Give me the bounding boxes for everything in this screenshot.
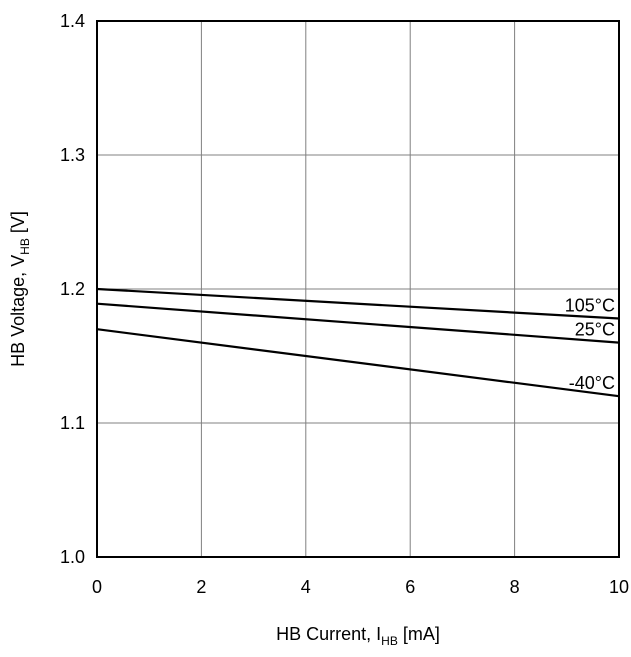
plot-frame	[96, 20, 620, 558]
y-axis-label: HB Voltage, VHB [V]	[8, 211, 32, 367]
y-tick-label: 1.1	[60, 413, 85, 433]
series-label: -40°C	[569, 373, 615, 393]
series-line	[96, 302, 620, 344]
y-tick-label: 1.4	[60, 11, 85, 31]
x-tick-label: 0	[92, 577, 102, 597]
grid	[97, 21, 619, 557]
y-axis-label-subscript: HB	[18, 238, 32, 255]
y-axis-label-suffix: [V]	[8, 211, 28, 238]
y-axis-label-prefix: HB Voltage, V	[8, 255, 28, 367]
x-axis-label: HB Current, IHB [mA]	[276, 624, 440, 648]
x-axis-label-suffix: [mA]	[398, 624, 440, 644]
x-axis-label-subscript: HB	[381, 634, 398, 648]
x-tick-label: 10	[609, 577, 629, 597]
tick-labels: 0 2 4 6 8 10 1.0 1.1 1.2 1.3 1.4	[60, 11, 629, 597]
x-tick-label: 4	[301, 577, 311, 597]
x-tick-label: 6	[405, 577, 415, 597]
x-tick-label: 2	[196, 577, 206, 597]
x-axis-label-prefix: HB Current, I	[276, 624, 381, 644]
series-line	[96, 328, 620, 398]
series-label: 105°C	[565, 295, 615, 315]
x-tick-label: 8	[510, 577, 520, 597]
series-line	[96, 287, 620, 320]
y-tick-label: 1.0	[60, 547, 85, 567]
series-label: 25°C	[575, 320, 615, 340]
y-tick-label: 1.2	[60, 279, 85, 299]
y-tick-label: 1.3	[60, 145, 85, 165]
series-lines	[96, 287, 620, 398]
series-labels: 105°C 25°C -40°C	[565, 295, 615, 393]
